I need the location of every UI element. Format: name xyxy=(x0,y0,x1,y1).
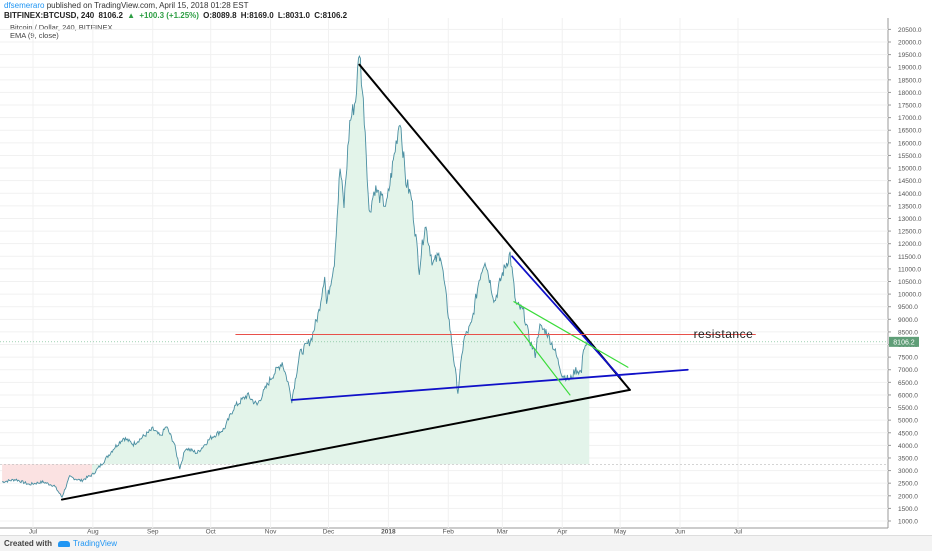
x-tick-label: Jun xyxy=(675,529,686,536)
y-tick-label: 9500.0 xyxy=(898,304,918,311)
footer-bar: Created with TradingView xyxy=(0,535,932,551)
created-with-text: Created with xyxy=(4,539,53,548)
x-tick-label: Jul xyxy=(29,529,38,536)
y-tick-label: 11500.0 xyxy=(898,254,921,261)
y-tick-label: 16000.0 xyxy=(898,140,922,147)
y-tick-label: 19000.0 xyxy=(898,65,922,72)
series-legend[interactable]: Bitcoin / Dollar, 240, BITFINEX xyxy=(10,23,113,32)
close-value: C:8106.2 xyxy=(314,11,348,20)
y-tick-label: 10000.0 xyxy=(898,292,922,299)
y-tick-label: 12500.0 xyxy=(898,229,922,236)
y-tick-label: 9000.0 xyxy=(898,317,918,324)
y-tick-label: 3500.0 xyxy=(898,455,918,462)
y-tick-label: 5000.0 xyxy=(898,418,918,425)
y-tick-label: 14500.0 xyxy=(898,178,922,185)
x-tick-label: May xyxy=(614,529,627,536)
y-tick-label: 6500.0 xyxy=(898,380,918,387)
area-fill-above-baseline xyxy=(91,56,590,475)
last-price-tag xyxy=(889,336,919,347)
low-value: L:8031.0 xyxy=(277,11,310,20)
last-price: 8106.2 xyxy=(98,11,123,20)
x-tick-label: Feb xyxy=(443,529,455,536)
published-text: published on TradingView.com, April 15, … xyxy=(46,1,249,10)
x-tick-label: Apr xyxy=(557,529,568,536)
y-tick-label: 11000.0 xyxy=(898,266,921,273)
y-tick-label: 4500.0 xyxy=(898,430,918,437)
y-tick-label: 16500.0 xyxy=(898,128,922,135)
last-price-tag-label: 8106.2 xyxy=(893,339,915,346)
y-tick-label: 1000.0 xyxy=(898,519,918,526)
symbol-text: BITFINEX:BTCUSD, 240 xyxy=(4,11,95,20)
black-trendline xyxy=(60,388,631,501)
price-line xyxy=(1,55,590,499)
y-tick-label: 8500.0 xyxy=(898,329,918,336)
y-tick-label: 17500.0 xyxy=(898,103,922,110)
y-tick-label: 4000.0 xyxy=(898,443,918,450)
black-trendline xyxy=(358,63,631,391)
x-tick-label: Jul xyxy=(734,529,743,536)
y-tick-label: 1500.0 xyxy=(898,506,918,513)
y-tick-label: 13500.0 xyxy=(898,203,922,210)
y-tick-label: 13000.0 xyxy=(898,216,922,223)
y-tick-label: 10500.0 xyxy=(898,279,922,286)
x-tick-label: Aug xyxy=(87,529,99,536)
y-tick-label: 18000.0 xyxy=(898,90,922,97)
y-tick-label: 2500.0 xyxy=(898,481,918,488)
high-value: H:8169.0 xyxy=(240,11,274,20)
tradingview-brand[interactable]: TradingView xyxy=(58,539,117,548)
tradingview-brand-text: TradingView xyxy=(73,539,118,548)
blue-trendline xyxy=(290,368,689,401)
x-tick-label: Sep xyxy=(147,529,159,536)
x-tick-label: Dec xyxy=(323,529,335,536)
y-tick-label: 15000.0 xyxy=(898,166,922,173)
open-value: O:8089.8 xyxy=(203,11,237,20)
y-tick-label: 7500.0 xyxy=(898,355,918,362)
x-tick-label: 2018 xyxy=(381,529,396,536)
y-tick-label: 20000.0 xyxy=(898,40,922,47)
y-tick-label: 2000.0 xyxy=(898,493,918,500)
x-tick-label: Mar xyxy=(497,529,509,536)
y-tick-label: 3000.0 xyxy=(898,468,918,475)
area-fill-below-baseline xyxy=(2,464,93,498)
y-tick-label: 18500.0 xyxy=(898,77,922,84)
y-tick-label: 12000.0 xyxy=(898,241,922,248)
up-arrow-icon: ▲ xyxy=(127,11,136,20)
y-tick-label: 7000.0 xyxy=(898,367,918,374)
tradingview-logo-icon xyxy=(58,540,70,547)
price-axis-panel xyxy=(888,18,932,528)
price-change: +100.3 (+1.25%) xyxy=(139,11,199,20)
y-tick-label: 20500.0 xyxy=(898,27,922,34)
y-tick-label: 19500.0 xyxy=(898,52,922,59)
blue-trendline xyxy=(511,255,622,379)
resistance-annotation: resistance xyxy=(694,327,754,341)
x-tick-label: Oct xyxy=(206,529,216,536)
y-tick-label: 15500.0 xyxy=(898,153,922,160)
x-tick-label: Nov xyxy=(265,529,277,536)
y-tick-label: 6000.0 xyxy=(898,392,918,399)
y-tick-label: 17000.0 xyxy=(898,115,922,122)
indicator-legend[interactable]: EMA (9, close) xyxy=(10,31,59,40)
y-tick-label: 5500.0 xyxy=(898,405,918,412)
price-chart[interactable]: 1000.0 1500.0 2000.0 2500.0 3000.0 3500.0 4000… xyxy=(0,0,932,535)
symbol-line: BITFINEX:BTCUSD, 240 8106.2 ▲ +100.3 (+1… xyxy=(4,11,349,20)
author-link[interactable]: dfsemeraro xyxy=(4,1,45,10)
publish-line: dfsemeraro published on TradingView.com,… xyxy=(4,1,248,10)
y-tick-label: 14000.0 xyxy=(898,191,922,198)
